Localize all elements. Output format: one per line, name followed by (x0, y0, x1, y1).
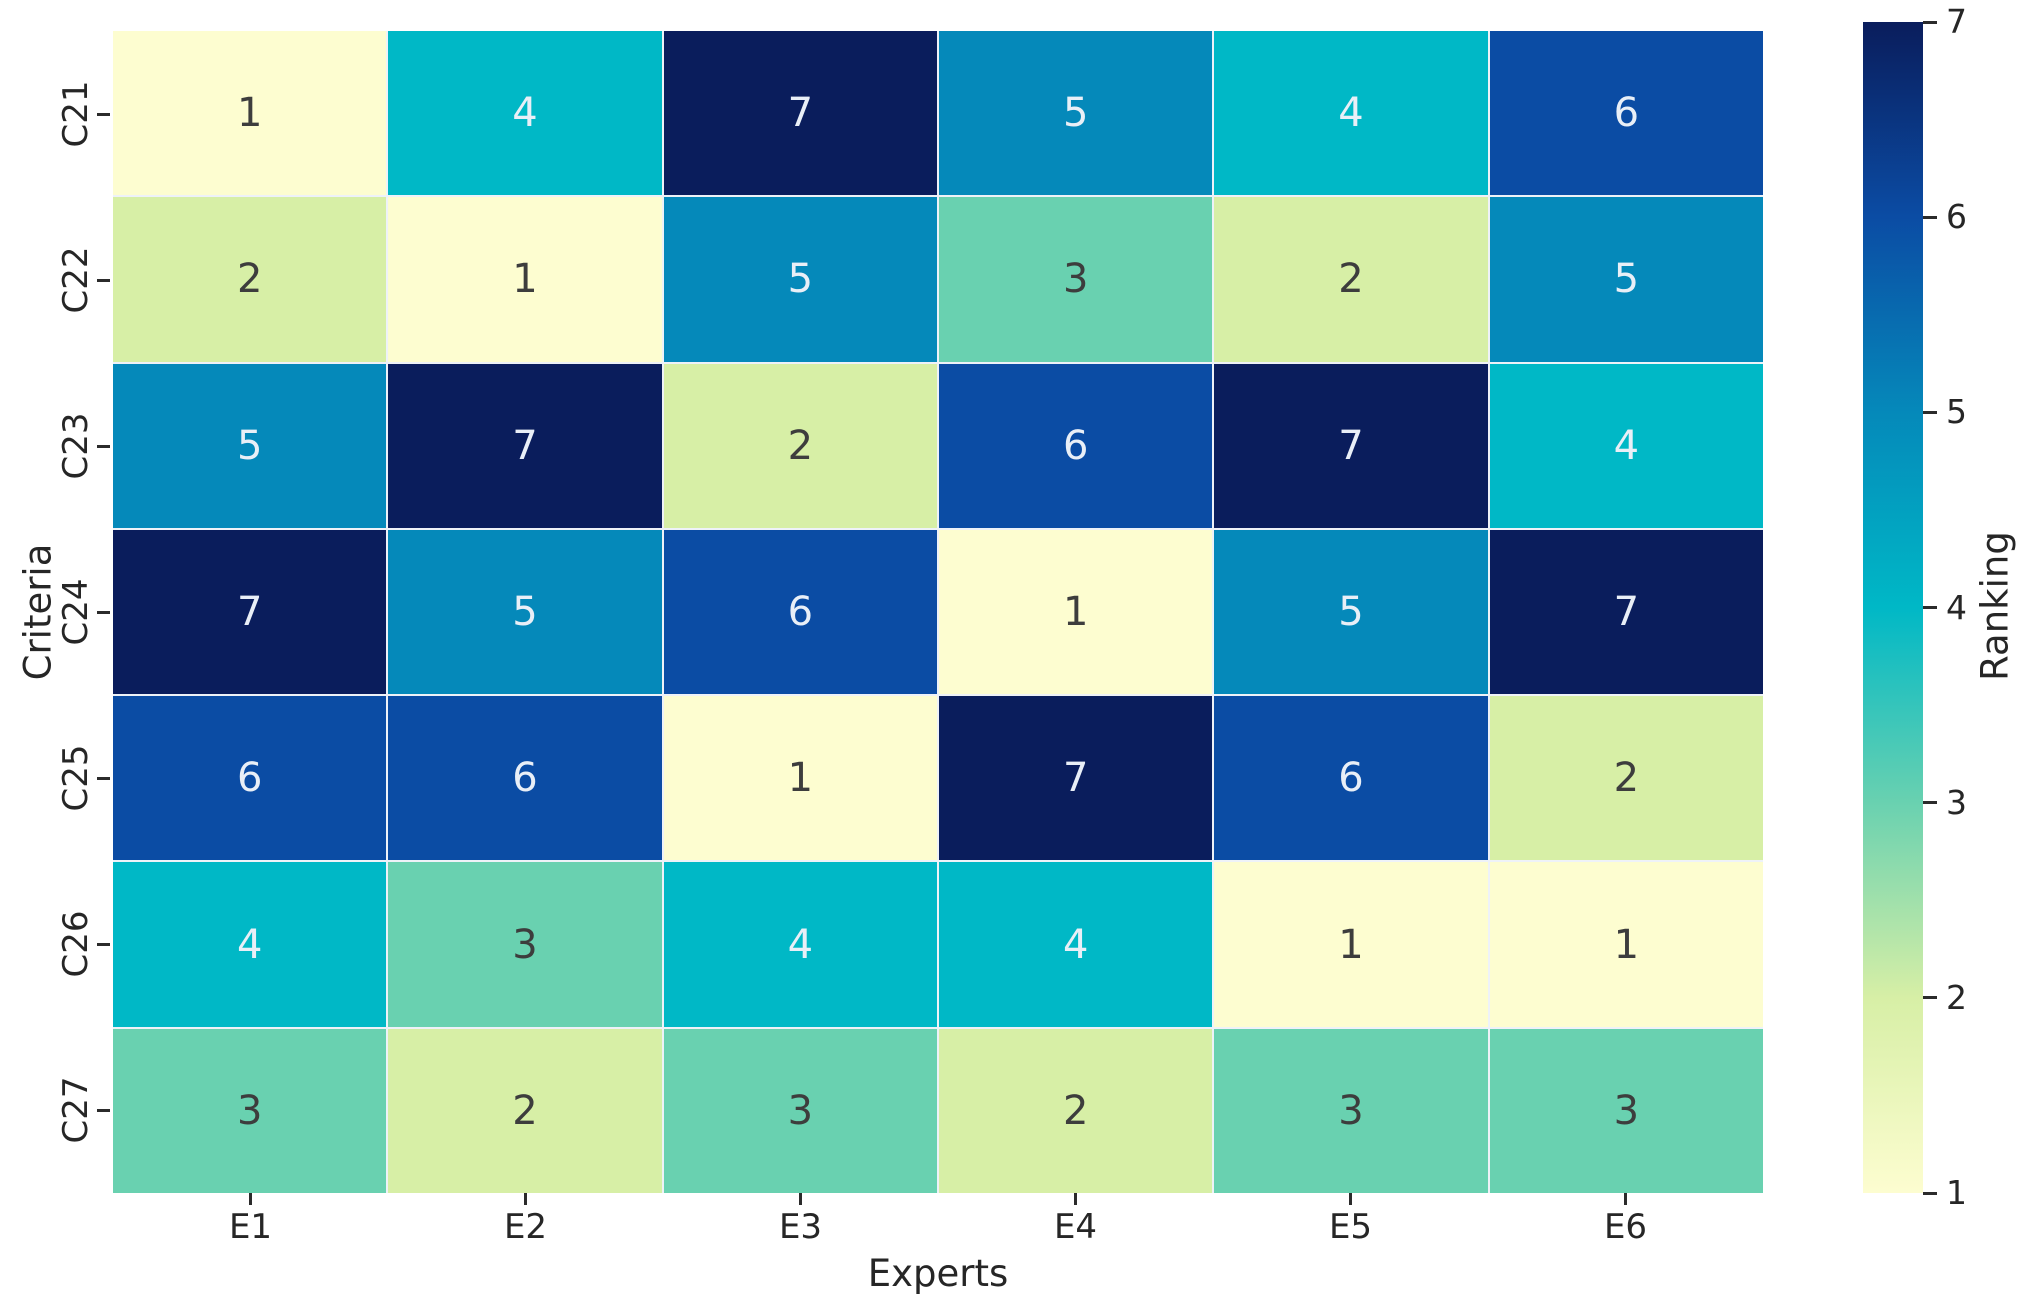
heatmap-cell-C25-E5: 6 (1214, 696, 1488, 861)
x-tick-label-E2: E2 (503, 1207, 548, 1247)
heatmap-cell-C25-E4: 7 (939, 696, 1213, 861)
heatmap-cell-C24-E1: 7 (113, 529, 387, 695)
heatmap-cell-C26-E5: 1 (1214, 862, 1488, 1027)
colorbar-tick-mark (1923, 801, 1937, 805)
x-tick-mark (524, 1193, 527, 1205)
colorbar-tick-mark (1923, 1191, 1937, 1195)
y-tick-mark (97, 610, 110, 614)
heatmap-cell-C26-E1: 4 (113, 862, 387, 1027)
x-tick-label-E6: E6 (1603, 1207, 1648, 1247)
x-tick-mark (249, 1193, 252, 1205)
y-tick-label-C22: C22 (56, 246, 96, 314)
y-tick-label-C25: C25 (56, 744, 96, 812)
y-tick-mark (97, 1108, 110, 1112)
colorbar-tick-label-6: 6 (1946, 197, 1967, 237)
heatmap-cell-C23-E1: 5 (113, 363, 387, 528)
x-tick-label-E3: E3 (778, 1207, 823, 1247)
heatmap-cell-C21-E6: 6 (1489, 31, 1763, 196)
heatmap-cell-C22-E1: 2 (113, 197, 387, 362)
heatmap-cell-C25-E3: 1 (663, 696, 937, 861)
x-tick-mark (1349, 1193, 1352, 1205)
heatmap-cell-C25-E1: 6 (113, 696, 387, 861)
heatmap-cell-C22-E2: 1 (388, 197, 662, 362)
heatmap-cell-C24-E6: 7 (1489, 529, 1763, 695)
colorbar-tick-label-7: 7 (1946, 2, 1967, 41)
x-tick-mark (1624, 1193, 1627, 1205)
heatmap-cell-C24-E5: 5 (1214, 529, 1488, 695)
heatmap-cell-C23-E5: 7 (1214, 363, 1488, 528)
colorbar-tick-label-3: 3 (1946, 782, 1967, 822)
y-tick-label-C26: C26 (56, 910, 96, 978)
heatmap-cell-C26-E6: 1 (1489, 862, 1763, 1027)
heatmap-cell-C27-E5: 3 (1214, 1028, 1488, 1193)
x-tick-label-E5: E5 (1328, 1207, 1373, 1247)
y-tick-label-C24: C24 (56, 578, 96, 646)
x-tick-mark (799, 1193, 802, 1205)
colorbar-tick-mark (1923, 410, 1937, 414)
heatmap-cell-C23-E4: 6 (939, 363, 1213, 528)
y-tick-mark (97, 776, 110, 780)
heatmap-cell-C21-E5: 4 (1214, 31, 1488, 196)
colorbar-title: Ranking (1973, 531, 2017, 681)
y-tick-mark (97, 112, 110, 116)
heatmap-cell-C22-E5: 2 (1214, 197, 1488, 362)
heatmap-cell-C22-E4: 3 (939, 197, 1213, 362)
y-tick-label-C23: C23 (56, 412, 96, 480)
heatmap-cell-C24-E4: 1 (939, 529, 1213, 695)
heatmap-cell-C23-E6: 4 (1489, 363, 1763, 528)
heatmap-cell-C27-E1: 3 (113, 1028, 387, 1193)
colorbar-tick-label-5: 5 (1946, 392, 1967, 432)
colorbar-tick-mark (1923, 215, 1937, 219)
heatmap-cell-C27-E3: 3 (663, 1028, 937, 1193)
heatmap-cell-C25-E2: 6 (388, 696, 662, 861)
heatmap-cell-C21-E4: 5 (939, 31, 1213, 196)
heatmap-cell-C25-E6: 2 (1489, 696, 1763, 861)
heatmap-cell-C24-E2: 5 (388, 529, 662, 695)
heatmap-cell-C21-E2: 4 (388, 31, 662, 196)
heatmap-cell-C23-E2: 7 (388, 363, 662, 528)
heatmap-cell-C26-E4: 4 (939, 862, 1213, 1027)
heatmap-cell-C21-E1: 1 (113, 31, 387, 196)
heatmap-cell-C27-E6: 3 (1489, 1028, 1763, 1193)
colorbar-tick-mark (1923, 20, 1937, 24)
x-tick-label-E4: E4 (1053, 1207, 1098, 1247)
x-axis-title: Experts (867, 1252, 1009, 1295)
heatmap-cell-C23-E3: 2 (663, 363, 937, 528)
y-axis-title: Criteria (16, 543, 60, 681)
y-tick-mark (97, 278, 110, 282)
y-tick-label-C21: C21 (56, 80, 96, 148)
heatmap-cell-C22-E6: 5 (1489, 197, 1763, 362)
colorbar-tick-mark (1923, 996, 1937, 1000)
heatmap-cell-C21-E3: 7 (663, 31, 937, 196)
y-tick-mark (97, 444, 110, 448)
heatmap-cell-C26-E3: 4 (663, 862, 937, 1027)
colorbar-tick-label-4: 4 (1946, 587, 1967, 627)
y-tick-label-C27: C27 (56, 1076, 96, 1144)
colorbar-tick-label-2: 2 (1946, 977, 1967, 1017)
y-tick-mark (97, 942, 110, 946)
x-tick-label-E1: E1 (228, 1207, 273, 1247)
x-tick-mark (1074, 1193, 1077, 1205)
colorbar-tick-label-1: 1 (1946, 1173, 1967, 1212)
heatmap-cell-C27-E2: 2 (388, 1028, 662, 1193)
colorbar (1863, 22, 1923, 1193)
heatmap-cell-C22-E3: 5 (663, 197, 937, 362)
heatmap-cell-C27-E4: 2 (939, 1028, 1213, 1193)
heatmap-cell-C26-E2: 3 (388, 862, 662, 1027)
colorbar-tick-mark (1923, 606, 1937, 609)
heatmap-cell-C24-E3: 6 (663, 529, 937, 695)
